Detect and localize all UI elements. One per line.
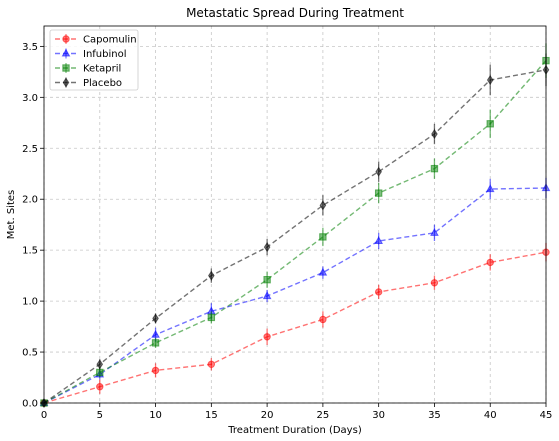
- y-tick-label: 3.5: [22, 42, 38, 53]
- series-line-infubinol: [43, 187, 547, 404]
- series-line-ketapril: [43, 60, 547, 404]
- x-tick-label: 5: [97, 410, 103, 421]
- data-point-infubinol: [485, 184, 495, 193]
- data-point-ketapril: [430, 164, 439, 173]
- data-point-capomulin: [151, 366, 160, 375]
- data-point-placebo: [486, 74, 494, 86]
- plot-frame: [43, 25, 547, 404]
- series-line-placebo: [43, 69, 547, 404]
- legend-marker-capomulin: [62, 35, 70, 43]
- data-point-capomulin: [263, 333, 271, 341]
- y-tick-label: 2.5: [22, 144, 38, 155]
- data-point-capomulin: [96, 382, 104, 391]
- x-tick-label: 20: [261, 410, 274, 421]
- data-point-ketapril: [207, 313, 216, 322]
- chart-title: Metastatic Spread During Treatment: [186, 6, 404, 20]
- x-axis-label: Treatment Duration (Days): [227, 425, 362, 436]
- data-point-infubinol: [151, 329, 160, 338]
- data-point-infubinol: [318, 267, 328, 276]
- x-tick-label: 30: [372, 410, 385, 421]
- x-tick-label: 40: [484, 410, 497, 421]
- data-point-infubinol: [430, 227, 439, 236]
- legend-item-ketapril: Ketapril: [55, 63, 121, 75]
- data-point-capomulin: [319, 315, 327, 324]
- data-point-infubinol: [374, 236, 384, 245]
- x-tick-label: 35: [428, 410, 441, 421]
- data-point-placebo: [96, 359, 104, 370]
- data-point-placebo: [263, 242, 271, 253]
- y-tick-label: 0.0: [22, 399, 38, 410]
- legend-label-placebo: Placebo: [83, 78, 122, 89]
- legend-item-infubinol: Infubinol: [55, 48, 127, 60]
- legend-box: [49, 29, 139, 91]
- y-tick-label: 3.0: [22, 93, 38, 104]
- data-point-ketapril: [319, 233, 327, 241]
- legend-item-capomulin: Capomulin: [55, 34, 137, 46]
- legend-item-placebo: Placebo: [55, 77, 122, 89]
- y-tick-label: 1.0: [22, 297, 38, 308]
- data-point-placebo: [208, 270, 215, 281]
- data-point-ketapril: [263, 276, 271, 284]
- legend-label-infubinol: Infubinol: [83, 49, 127, 60]
- x-tick-label: 10: [149, 410, 162, 421]
- data-point-capomulin: [374, 288, 383, 296]
- legend-marker-infubinol: [61, 48, 71, 57]
- y-axis-label: Met. Sites: [6, 190, 17, 239]
- legend-label-capomulin: Capomulin: [83, 35, 137, 46]
- data-point-placebo: [431, 128, 438, 140]
- y-tick-label: 1.5: [22, 246, 38, 257]
- ticks: 0 5 10 15 20 25 30 35 40 45 0.0 0.5 1.0 1.5 2.0 2.5 3.0 3…: [22, 42, 552, 421]
- series-line-capomulin: [43, 251, 547, 404]
- y-tick-label: 2.0: [22, 195, 38, 206]
- data-point-ketapril: [151, 339, 160, 347]
- legend: Capomulin Infubinol Ketapril Placebo: [49, 29, 139, 91]
- data-point-capomulin: [207, 360, 216, 368]
- x-tick-label: 0: [41, 410, 47, 421]
- data-point-placebo: [375, 166, 382, 177]
- data-point-capomulin: [430, 279, 439, 287]
- x-tick-label: 25: [317, 410, 330, 421]
- legend-marker-placebo: [62, 77, 70, 88]
- x-tick-label: 15: [205, 410, 218, 421]
- plot-series: [39, 43, 551, 409]
- data-point-infubinol: [262, 291, 272, 300]
- y-tick-label: 0.5: [22, 348, 38, 359]
- data-point-ketapril: [96, 368, 104, 377]
- legend-label-ketapril: Ketapril: [83, 64, 121, 75]
- data-point-ketapril: [486, 120, 494, 128]
- data-point-placebo: [152, 313, 159, 324]
- legend-marker-ketapril: [62, 64, 70, 72]
- data-point-ketapril: [374, 189, 383, 197]
- data-point-capomulin: [486, 258, 494, 267]
- x-tick-label: 45: [540, 410, 553, 421]
- data-point-placebo: [319, 200, 327, 211]
